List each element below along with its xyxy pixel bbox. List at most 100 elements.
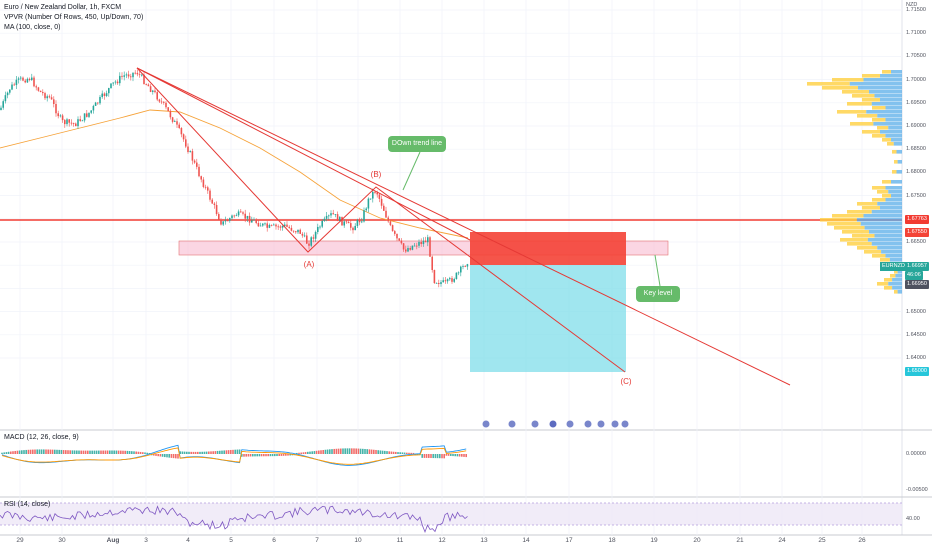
candle-body: [24, 80, 26, 83]
vpvr-legend[interactable]: VPVR (Number Of Rows, 450, Up/Down, 70): [4, 14, 144, 21]
macd-hist-bar: [128, 451, 131, 454]
event-marker[interactable]: [482, 420, 490, 428]
volume-bar-down: [874, 94, 902, 98]
event-marker[interactable]: [508, 420, 516, 428]
candle-body: [246, 215, 249, 219]
volume-bar-up: [857, 246, 878, 250]
macd-hist-bar: [102, 450, 104, 454]
macd-hist-bar: [95, 450, 98, 454]
macd-hist-bar: [436, 454, 439, 459]
price-tick: 1.71500: [906, 7, 926, 13]
volume-bar-down: [880, 98, 902, 102]
volume-bar-up: [882, 138, 891, 142]
macd-hist-bar: [164, 454, 166, 458]
volume-bar-up: [842, 230, 869, 234]
candle-body: [292, 230, 295, 232]
macd-hist-bar: [421, 454, 423, 458]
macd-hist-bar: [362, 448, 364, 454]
candle-body: [295, 231, 297, 233]
candle-body: [20, 77, 22, 79]
macd-hist-bar: [139, 451, 142, 454]
macd-hist-bar: [340, 448, 342, 454]
event-marker[interactable]: [584, 420, 592, 428]
event-marker[interactable]: [549, 420, 557, 428]
volume-bar-down: [885, 186, 902, 190]
candle-body: [288, 226, 290, 228]
macd-hist-bar: [5, 452, 8, 454]
macd-hist-bar: [29, 449, 32, 454]
volume-bar-up: [887, 142, 894, 146]
candle-body: [411, 245, 414, 250]
down-trend-line[interactable]: [136, 67, 791, 386]
candle-body: [299, 229, 301, 234]
candle-body: [301, 233, 304, 236]
candle-body: [11, 84, 13, 90]
symbol-legend[interactable]: Euro / New Zealand Dollar, 1h, FXCM: [4, 4, 122, 11]
volume-bar-down: [869, 230, 902, 234]
volume-bar-down: [888, 282, 902, 286]
outer-trend-line[interactable]: [136, 67, 471, 241]
stop-loss-zone[interactable]: [470, 232, 626, 265]
candle-body: [336, 214, 339, 222]
macd-hist-bar: [247, 454, 250, 457]
macd-hist-bar: [137, 451, 140, 454]
key-level-callout[interactable]: Key level: [636, 286, 680, 302]
candle-body: [323, 218, 326, 221]
event-marker[interactable]: [597, 420, 605, 428]
candle-body: [39, 90, 42, 93]
macd-hist-bar: [425, 454, 428, 458]
candle-body: [66, 119, 68, 125]
candle-body: [196, 162, 198, 167]
macd-hist-bar: [452, 454, 454, 457]
macd-hist-bar: [329, 449, 331, 454]
time-tick: 10: [354, 537, 362, 544]
event-marker[interactable]: [621, 420, 629, 428]
macd-hist-bar: [318, 450, 320, 454]
candle-body: [321, 220, 323, 227]
price-axis-currency: NZD: [906, 2, 918, 8]
macd-hist-bar: [7, 451, 10, 454]
macd-tick-zero: 0.00000: [906, 451, 926, 457]
candle-body: [136, 72, 139, 75]
target-zone[interactable]: [470, 265, 626, 372]
volume-bar-down: [892, 278, 902, 282]
event-marker[interactable]: [566, 420, 574, 428]
volume-bar-down: [874, 234, 902, 238]
volume-bar-up: [840, 238, 868, 242]
candle-body: [279, 226, 282, 228]
macd-hist-bar: [115, 450, 118, 454]
candle-body: [187, 146, 189, 153]
volume-bar-up: [872, 106, 886, 110]
volume-bar-down: [860, 222, 902, 226]
elliott-wave-path[interactable]: [136, 67, 626, 373]
macd-hist-bar: [131, 451, 133, 454]
macd-hist-bar: [414, 454, 417, 456]
candle-body: [380, 198, 383, 206]
ma-legend[interactable]: MA (100, close, 0): [4, 24, 61, 31]
candle-body: [130, 76, 132, 78]
volume-bar-down: [871, 210, 902, 214]
candle-body: [64, 120, 66, 125]
macd-legend[interactable]: MACD (12, 26, close, 9): [4, 434, 79, 441]
candle-body: [123, 75, 125, 77]
macd-hist-bar: [370, 449, 373, 454]
macd-hist-bar: [450, 454, 452, 456]
candle-body: [286, 224, 288, 227]
trend-line-callout[interactable]: DOwn trend line: [388, 136, 446, 152]
event-markers[interactable]: [482, 420, 629, 428]
macd-hist-bar: [377, 450, 379, 454]
candle-body: [347, 221, 350, 224]
candle-body: [413, 245, 416, 247]
event-marker[interactable]: [531, 420, 539, 428]
macd-hist-bar: [249, 454, 252, 457]
rsi-legend[interactable]: RSI (14, close): [4, 501, 51, 508]
macd-hist-bar: [89, 450, 91, 454]
volume-bar-down: [897, 160, 902, 164]
macd-hist-bar: [157, 454, 159, 457]
volume-bar-up: [890, 274, 896, 278]
macd-hist-bar: [111, 450, 113, 454]
event-marker[interactable]: [611, 420, 619, 428]
main-pane[interactable]: [0, 0, 902, 430]
